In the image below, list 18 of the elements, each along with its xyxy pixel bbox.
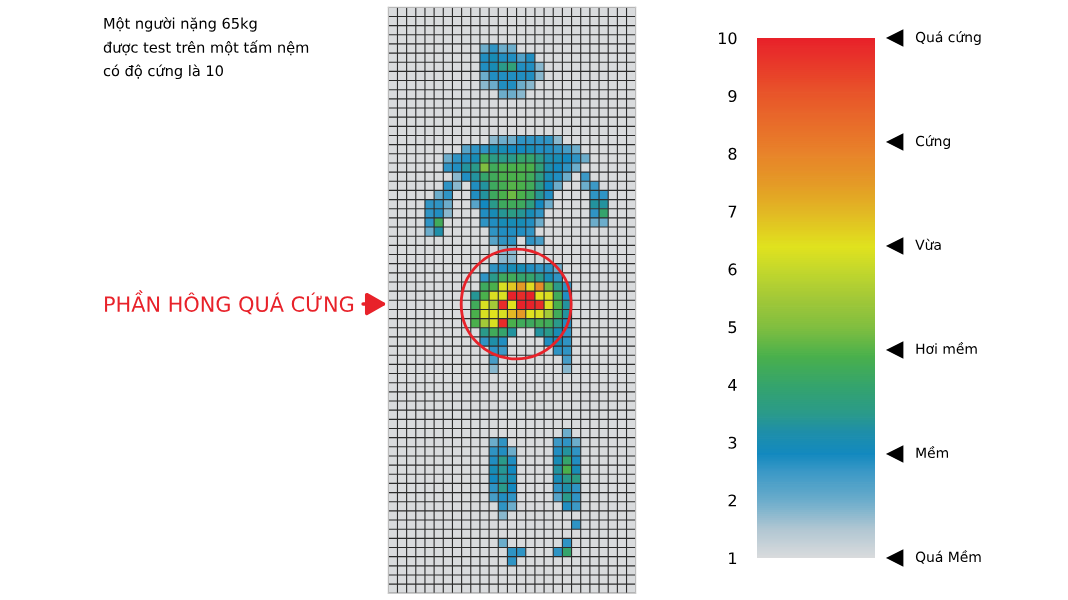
text: Quá cứng [915, 31, 981, 45]
color-bar-label: 4 [728, 379, 737, 391]
text: Cứng [915, 135, 950, 149]
text: Hơi mềm [916, 342, 977, 355]
color-bar-label: 9 [728, 89, 737, 103]
color-bar-label: 1 [729, 552, 737, 565]
text: Mềm [916, 446, 948, 459]
color-bar-label: 3 [728, 436, 737, 449]
text: Quá Mềm [915, 550, 981, 564]
color-bar-label: 6 [728, 263, 737, 276]
color-bar-label: 2 [728, 494, 736, 507]
text: PHẦN HÔNG QUÁ CỨNG [105, 290, 354, 315]
color-bar-label: 5 [728, 321, 737, 334]
text: Một người nặng 65kg được test trên một tấm nệm có độ cứng là 10 [103, 17, 309, 80]
color-bar-label: 7 [728, 205, 737, 218]
color-bar-label: 10 [718, 32, 737, 45]
text: Vừa [915, 238, 941, 251]
color-bar-label: 8 [728, 147, 737, 160]
